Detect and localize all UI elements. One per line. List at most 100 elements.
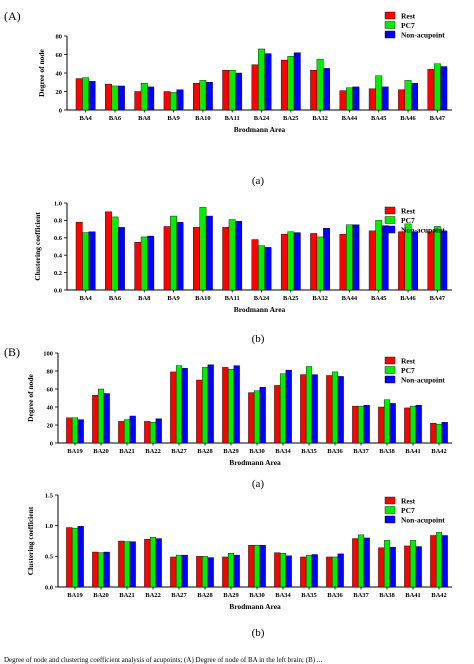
- bar-pc7: [375, 75, 383, 111]
- bar-non-acupoint: [147, 235, 155, 291]
- y-tick-label: 0.5: [45, 554, 54, 561]
- legend-label: Rest: [401, 357, 416, 366]
- bar-rest: [300, 374, 307, 444]
- bar-pc7: [316, 236, 324, 291]
- legend-label: Rest: [401, 497, 416, 506]
- bar-rest: [339, 234, 347, 291]
- bar-pc7: [123, 541, 131, 588]
- bar-non-acupoint: [176, 221, 184, 291]
- x-tick-label: BA28: [197, 448, 213, 455]
- bar-non-acupoint: [285, 369, 292, 444]
- bar-non-acupoint: [337, 376, 344, 444]
- bar-pc7: [140, 82, 148, 111]
- y-tick-label: 20: [47, 422, 54, 429]
- bar-pc7: [201, 556, 209, 588]
- bar-pc7: [383, 540, 391, 588]
- bar-non-acupoint: [381, 225, 389, 291]
- bar-non-acupoint: [88, 81, 96, 111]
- bar-non-acupoint: [440, 230, 448, 291]
- bar-non-acupoint: [88, 231, 96, 291]
- bar-pc7: [228, 70, 236, 111]
- bar-rest: [398, 231, 406, 291]
- bar-pc7: [331, 556, 339, 588]
- y-tick-label: 0.8: [54, 218, 63, 225]
- legend-swatch: [384, 216, 396, 224]
- bar-rest: [222, 70, 230, 111]
- x-tick-label: BA21: [119, 592, 135, 599]
- x-tick-label: BA20: [93, 592, 109, 599]
- bar-rest: [368, 88, 376, 111]
- x-tick-label: BA19: [67, 592, 83, 599]
- bar-pc7: [433, 226, 441, 291]
- y-tick-label: 60: [56, 52, 63, 59]
- bar-rest: [352, 405, 359, 444]
- bar-pc7: [97, 388, 105, 444]
- x-tick-label: BA22: [145, 448, 161, 455]
- bar-pc7: [227, 553, 235, 588]
- legend-label: Non-acupoint: [401, 226, 445, 235]
- bar-pc7: [404, 80, 412, 111]
- y-tick-label: 80: [56, 33, 63, 40]
- bar-rest: [196, 556, 203, 588]
- x-tick-label: BA4: [80, 115, 93, 122]
- x-tick-label: BA29: [223, 448, 239, 455]
- bar-pc7: [175, 365, 183, 444]
- y-tick-label: 0: [50, 440, 53, 447]
- bar-pc7: [71, 417, 79, 444]
- bar-pc7: [82, 77, 90, 111]
- bar-rest: [163, 91, 171, 111]
- x-tick-label: BA24: [254, 115, 270, 122]
- bar-rest: [118, 421, 125, 444]
- x-tick-label: BA20: [93, 448, 109, 455]
- legend-label: PC7: [401, 366, 415, 375]
- bar-non-acupoint: [441, 422, 448, 444]
- x-tick-label: BA30: [249, 448, 265, 455]
- x-tick-label: BA41: [405, 592, 421, 599]
- bar-pc7: [253, 545, 261, 588]
- legend-swatch: [384, 206, 396, 215]
- x-tick-label: BA4: [80, 295, 93, 302]
- bar-rest: [326, 556, 333, 588]
- bar-non-acupoint: [259, 545, 266, 588]
- bar-rest: [339, 90, 347, 111]
- bar-rest: [378, 547, 385, 588]
- bar-non-acupoint: [117, 85, 125, 111]
- bar-rest: [251, 239, 259, 291]
- x-tick-label: BA29: [223, 592, 239, 599]
- y-axis-label: Clustering coefficient: [26, 506, 35, 575]
- x-tick-label: BA34: [275, 448, 291, 455]
- bar-non-acupoint: [293, 232, 301, 291]
- y-tick-label: 100: [43, 350, 53, 357]
- legend-swatch: [384, 225, 396, 234]
- legend-swatch: [384, 515, 396, 524]
- bar-rest: [92, 395, 99, 444]
- legend-label: Non-acupoint: [401, 31, 445, 40]
- bar-rest: [251, 64, 259, 111]
- bar-rest: [196, 379, 203, 444]
- bar-pc7: [345, 224, 353, 291]
- bar-non-acupoint: [205, 82, 213, 111]
- bar-pc7: [201, 367, 209, 444]
- bar-non-acupoint: [77, 526, 84, 588]
- bar-non-acupoint: [363, 405, 370, 444]
- legend-label: Rest: [401, 12, 416, 21]
- bar-rest: [404, 545, 411, 588]
- bar-non-acupoint: [117, 227, 125, 291]
- bar-non-acupoint: [311, 554, 318, 588]
- bar-non-acupoint: [389, 546, 396, 588]
- bar-non-acupoint: [207, 557, 214, 588]
- bar-non-acupoint: [147, 86, 155, 111]
- bar-pc7: [409, 540, 417, 588]
- bar-pc7: [279, 553, 287, 588]
- x-tick-label: BA11: [225, 115, 240, 122]
- bar-pc7: [140, 236, 148, 291]
- x-tick-label: BA41: [405, 448, 421, 455]
- legend-label: PC7: [401, 506, 415, 515]
- x-axis-label: Brodmann Area: [234, 125, 286, 134]
- bar-rest: [193, 227, 200, 291]
- bar-non-acupoint: [323, 68, 330, 111]
- bar-pc7: [375, 220, 383, 291]
- bar-rest: [274, 385, 281, 444]
- bar-rest: [144, 538, 151, 588]
- bar-pc7: [305, 366, 313, 444]
